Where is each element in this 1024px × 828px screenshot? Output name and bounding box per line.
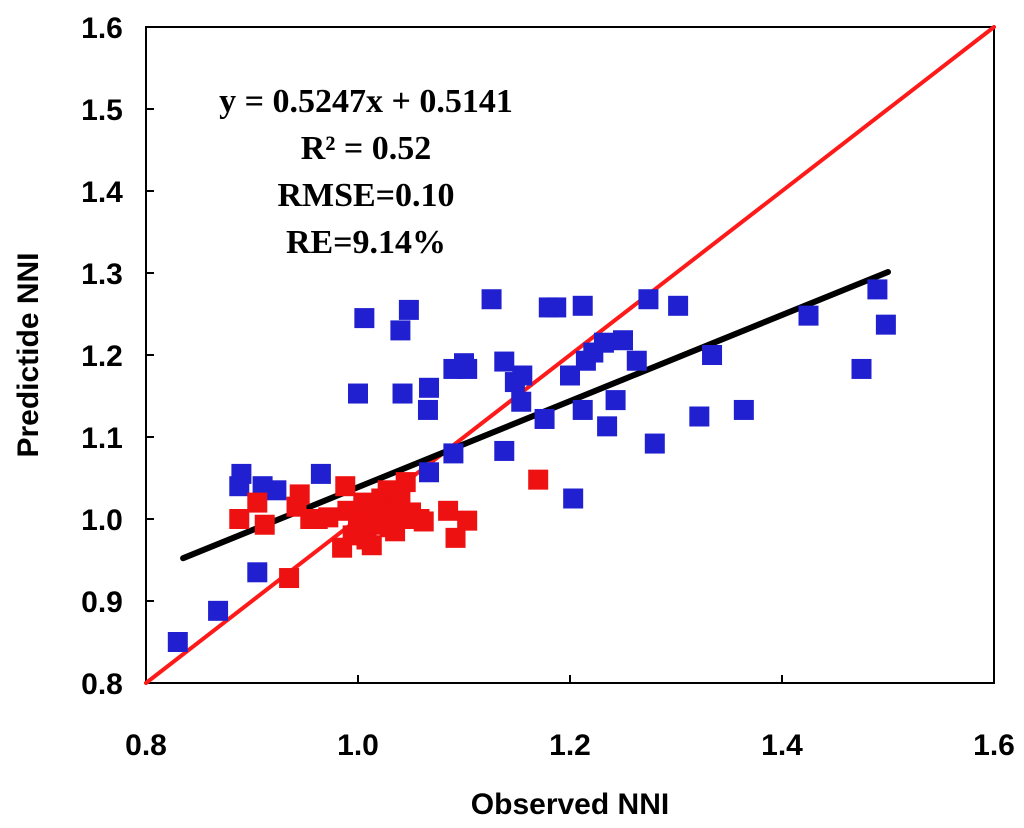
blue-point <box>419 377 440 398</box>
blue-point <box>563 488 584 509</box>
blue-point <box>229 476 250 497</box>
blue-point <box>613 330 633 351</box>
red-point <box>395 472 416 493</box>
red-point <box>289 484 310 505</box>
x-tick-label: 0.8 <box>125 729 167 762</box>
blue-point <box>390 320 411 341</box>
blue-point <box>546 297 567 318</box>
blue-point <box>733 399 754 420</box>
y-axis-title: Predictide NNI <box>12 252 45 457</box>
blue-point <box>605 390 626 411</box>
red-point <box>413 511 434 532</box>
data-points <box>167 279 896 652</box>
blue-point <box>572 295 593 316</box>
blue-point <box>597 416 618 437</box>
blue-point <box>534 408 555 429</box>
blue-point <box>417 399 438 420</box>
y-tick-label: 1.5 <box>81 94 123 127</box>
blue-point <box>668 295 689 316</box>
blue-point <box>702 345 723 365</box>
blue-point <box>798 305 819 326</box>
equation-annotation: y = 0.5247x + 0.5141 <box>219 83 513 120</box>
blue-point <box>208 600 229 621</box>
blue-point <box>310 463 331 484</box>
red-point <box>254 514 275 535</box>
blue-point <box>392 383 413 404</box>
x-tick-label: 1.6 <box>973 729 1015 762</box>
blue-point <box>572 399 593 420</box>
blue-point <box>867 279 888 300</box>
x-tick-label: 1.0 <box>337 729 379 762</box>
blue-point <box>511 391 532 412</box>
blue-point <box>875 314 896 335</box>
red-point <box>247 492 268 513</box>
blue-point <box>638 289 659 310</box>
red-point <box>528 469 549 490</box>
y-tick-label: 1.3 <box>81 258 123 291</box>
y-axis: 0.8 0.9 1.0 1.1 1.2 1.3 1.4 1.5 1.6 <box>81 12 154 701</box>
blue-point <box>443 443 464 464</box>
red-point <box>445 527 466 548</box>
blue-point <box>266 480 287 501</box>
blue-point <box>644 433 665 454</box>
blue-point <box>689 406 710 427</box>
regression-stats: y = 0.5247x + 0.5141 R² = 0.52 RMSE=0.10… <box>219 83 513 261</box>
x-tick-label: 1.2 <box>549 729 591 762</box>
blue-point <box>419 462 440 483</box>
re-annotation: RE=9.14% <box>286 224 446 261</box>
blue-point <box>494 440 515 461</box>
blue-point <box>247 562 268 583</box>
red-point <box>438 500 459 521</box>
blue-point <box>494 351 515 372</box>
blue-point <box>481 289 502 310</box>
red-point <box>229 509 250 529</box>
y-tick-label: 1.4 <box>81 176 123 209</box>
red-point <box>279 568 300 589</box>
blue-point <box>851 358 872 379</box>
r2-annotation: R² = 0.52 <box>301 130 432 167</box>
red-point <box>361 535 382 556</box>
blue-point <box>348 383 368 404</box>
red-point <box>457 510 478 531</box>
blue-point <box>593 332 614 353</box>
blue-point <box>354 308 375 329</box>
y-tick-label: 0.8 <box>81 668 123 701</box>
y-tick-label: 1.1 <box>81 422 123 455</box>
x-axis: 0.8 1.0 1.2 1.4 1.6 <box>125 675 1015 762</box>
blue-point <box>626 350 647 371</box>
x-tick-label: 1.4 <box>761 729 803 762</box>
blue-point <box>560 365 580 386</box>
blue-point <box>457 358 478 379</box>
red-point <box>318 507 339 528</box>
y-tick-label: 1.6 <box>81 12 123 45</box>
blue-point <box>398 299 419 320</box>
y-tick-label: 1.2 <box>81 340 123 373</box>
blue-point <box>167 632 188 652</box>
x-axis-title: Observed NNI <box>471 788 669 821</box>
y-tick-label: 0.9 <box>81 586 123 619</box>
rmse-annotation: RMSE=0.10 <box>277 177 454 214</box>
blue-point <box>512 365 533 386</box>
y-tick-label: 1.0 <box>81 504 123 537</box>
red-point <box>335 476 356 497</box>
